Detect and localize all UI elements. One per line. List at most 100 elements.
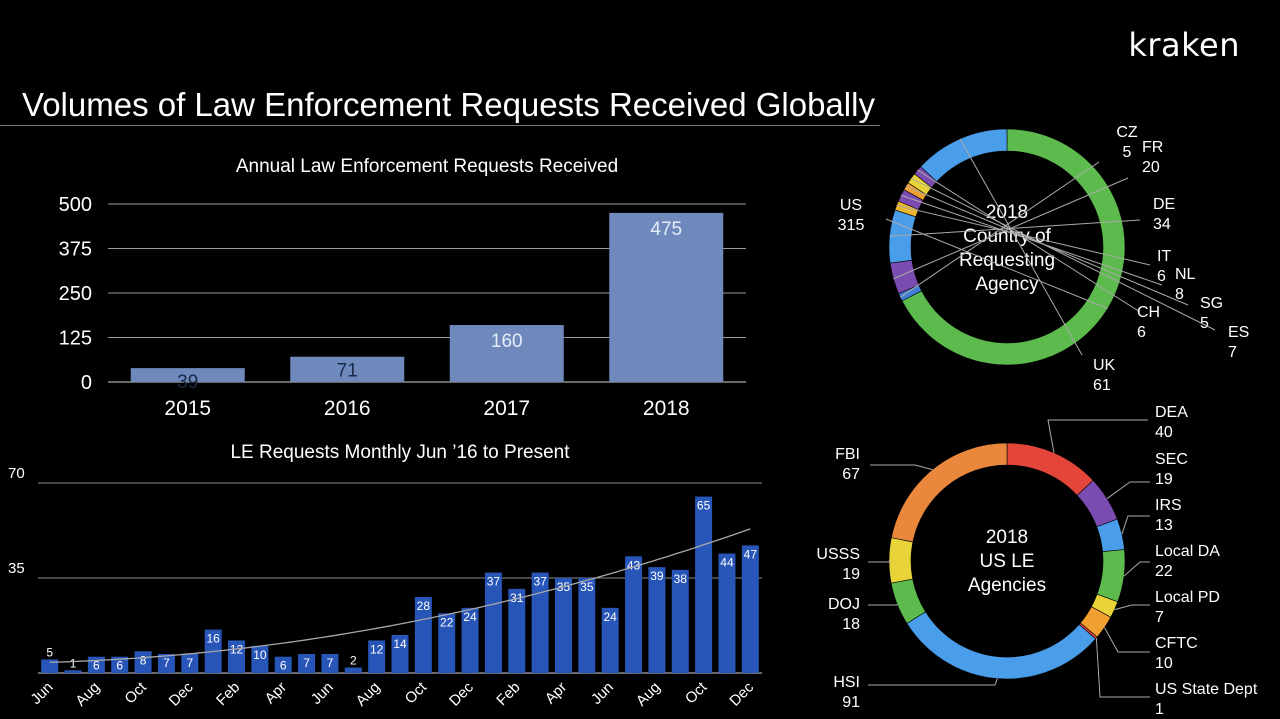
slice-name-label: Local PD: [1155, 589, 1220, 606]
data-label: 24: [463, 610, 477, 624]
x-tick-label: Jun: [588, 679, 617, 708]
data-label: 1: [70, 656, 77, 670]
leader-line: [889, 219, 1141, 237]
bar: [41, 659, 59, 673]
leader-line: [868, 603, 898, 606]
bar: [181, 654, 199, 673]
slice-value-label: 7: [1228, 344, 1237, 361]
bar: [508, 588, 526, 673]
donut-slice: [1096, 549, 1126, 603]
slice-value-label: 5: [1123, 144, 1132, 161]
bar: [671, 569, 689, 673]
donut-slice: [1006, 442, 1094, 496]
leader-line: [1104, 627, 1150, 653]
bar: [648, 567, 666, 673]
slice-value-label: 34: [1153, 216, 1171, 233]
donut-center-label: Agency: [975, 274, 1039, 295]
data-label: 10: [253, 648, 267, 662]
slice-name-label: FBI: [835, 446, 860, 463]
slice-name-label: SEC: [1155, 451, 1188, 468]
data-label: 38: [674, 572, 688, 586]
data-label: 8: [140, 653, 147, 667]
bar: [391, 635, 409, 673]
bar: [438, 613, 456, 673]
data-label: 24: [604, 610, 618, 624]
x-tick-label: Feb: [493, 679, 523, 709]
bar: [578, 578, 596, 673]
x-tick-label: Dec: [726, 678, 757, 709]
slice-name-label: CZ: [1116, 124, 1138, 141]
y-tick-label: 35: [8, 560, 25, 577]
bar: [484, 572, 502, 673]
leader-line: [1121, 515, 1150, 535]
bar: [414, 597, 432, 673]
donut-center-label: Agencies: [968, 575, 1046, 596]
bar: [274, 656, 292, 673]
data-label: 37: [487, 575, 501, 589]
donut-center-label: Requesting: [959, 250, 1055, 271]
y-tick-label: 70: [8, 465, 25, 482]
leader-line: [868, 560, 891, 563]
x-tick-label: 2017: [483, 397, 530, 420]
slice-value-label: 6: [1157, 268, 1166, 285]
slice-name-label: HSI: [833, 674, 860, 691]
x-tick-label: Oct: [682, 678, 711, 707]
data-label: 6: [93, 659, 100, 673]
data-label: 65: [697, 499, 711, 513]
bar: [251, 645, 269, 673]
data-label: 16: [206, 632, 220, 646]
data-label: 5: [46, 645, 53, 659]
donut-slice: [920, 128, 1008, 182]
slice-value-label: 91: [842, 694, 860, 711]
leader-line: [1047, 419, 1148, 453]
data-label: 6: [280, 659, 287, 673]
slice-name-label: NL: [1175, 266, 1196, 283]
leader-line: [959, 138, 1083, 356]
leader-line: [1123, 561, 1150, 577]
slice-name-label: DOJ: [828, 596, 860, 613]
y-tick-label: 125: [59, 328, 92, 350]
slice-name-label: US: [840, 197, 862, 214]
slice-value-label: 315: [838, 217, 865, 234]
donut-slice: [890, 442, 1008, 543]
bar: [298, 654, 316, 673]
annual-bar-chart: Annual Law Enforcement Requests Received…: [59, 156, 746, 420]
x-tick-label: Feb: [213, 679, 243, 709]
x-tick-label: Aug: [72, 679, 103, 710]
bar: [344, 667, 362, 673]
data-label: 47: [744, 547, 758, 561]
slice-value-label: 22: [1155, 563, 1173, 580]
slice-value-label: 10: [1155, 655, 1173, 672]
leader-line: [1114, 604, 1150, 611]
donut-slice: [888, 209, 917, 264]
bar: [130, 368, 245, 382]
x-tick-label: Oct: [121, 678, 150, 707]
bar: [609, 212, 724, 382]
leader-line: [910, 177, 1216, 331]
x-tick-label: Apr: [542, 679, 571, 708]
leader-line: [868, 678, 998, 686]
x-tick-label: Apr: [262, 679, 291, 708]
donut-center-label: 2018: [986, 527, 1028, 548]
agency-donut-chart: 2018 US LE Agencies DEA 40 FBI 67 SEC 19 IRS 13 Loc…: [816, 404, 1257, 718]
slice-name-label: UK: [1093, 357, 1116, 374]
slice-name-label: IT: [1157, 248, 1171, 265]
data-label: 14: [393, 637, 407, 651]
data-label: 7: [186, 656, 193, 670]
monthly-bar-chart: LE Requests Monthly Jun ’16 to Present 7…: [8, 442, 762, 710]
bar: [449, 325, 564, 382]
trendline: [49, 528, 751, 663]
slice-name-label: SG: [1200, 295, 1223, 312]
data-label: 31: [510, 591, 524, 605]
kraken-logo: kraken: [1128, 26, 1240, 64]
x-tick-label: Aug: [633, 679, 664, 710]
bar: [157, 654, 175, 673]
x-tick-label: Aug: [353, 679, 384, 710]
x-tick-label: 2016: [324, 397, 371, 420]
y-tick-label: 500: [59, 194, 92, 216]
x-tick-label: Jun: [308, 679, 337, 708]
data-label: 35: [580, 580, 594, 594]
y-tick-label: 375: [59, 239, 92, 261]
